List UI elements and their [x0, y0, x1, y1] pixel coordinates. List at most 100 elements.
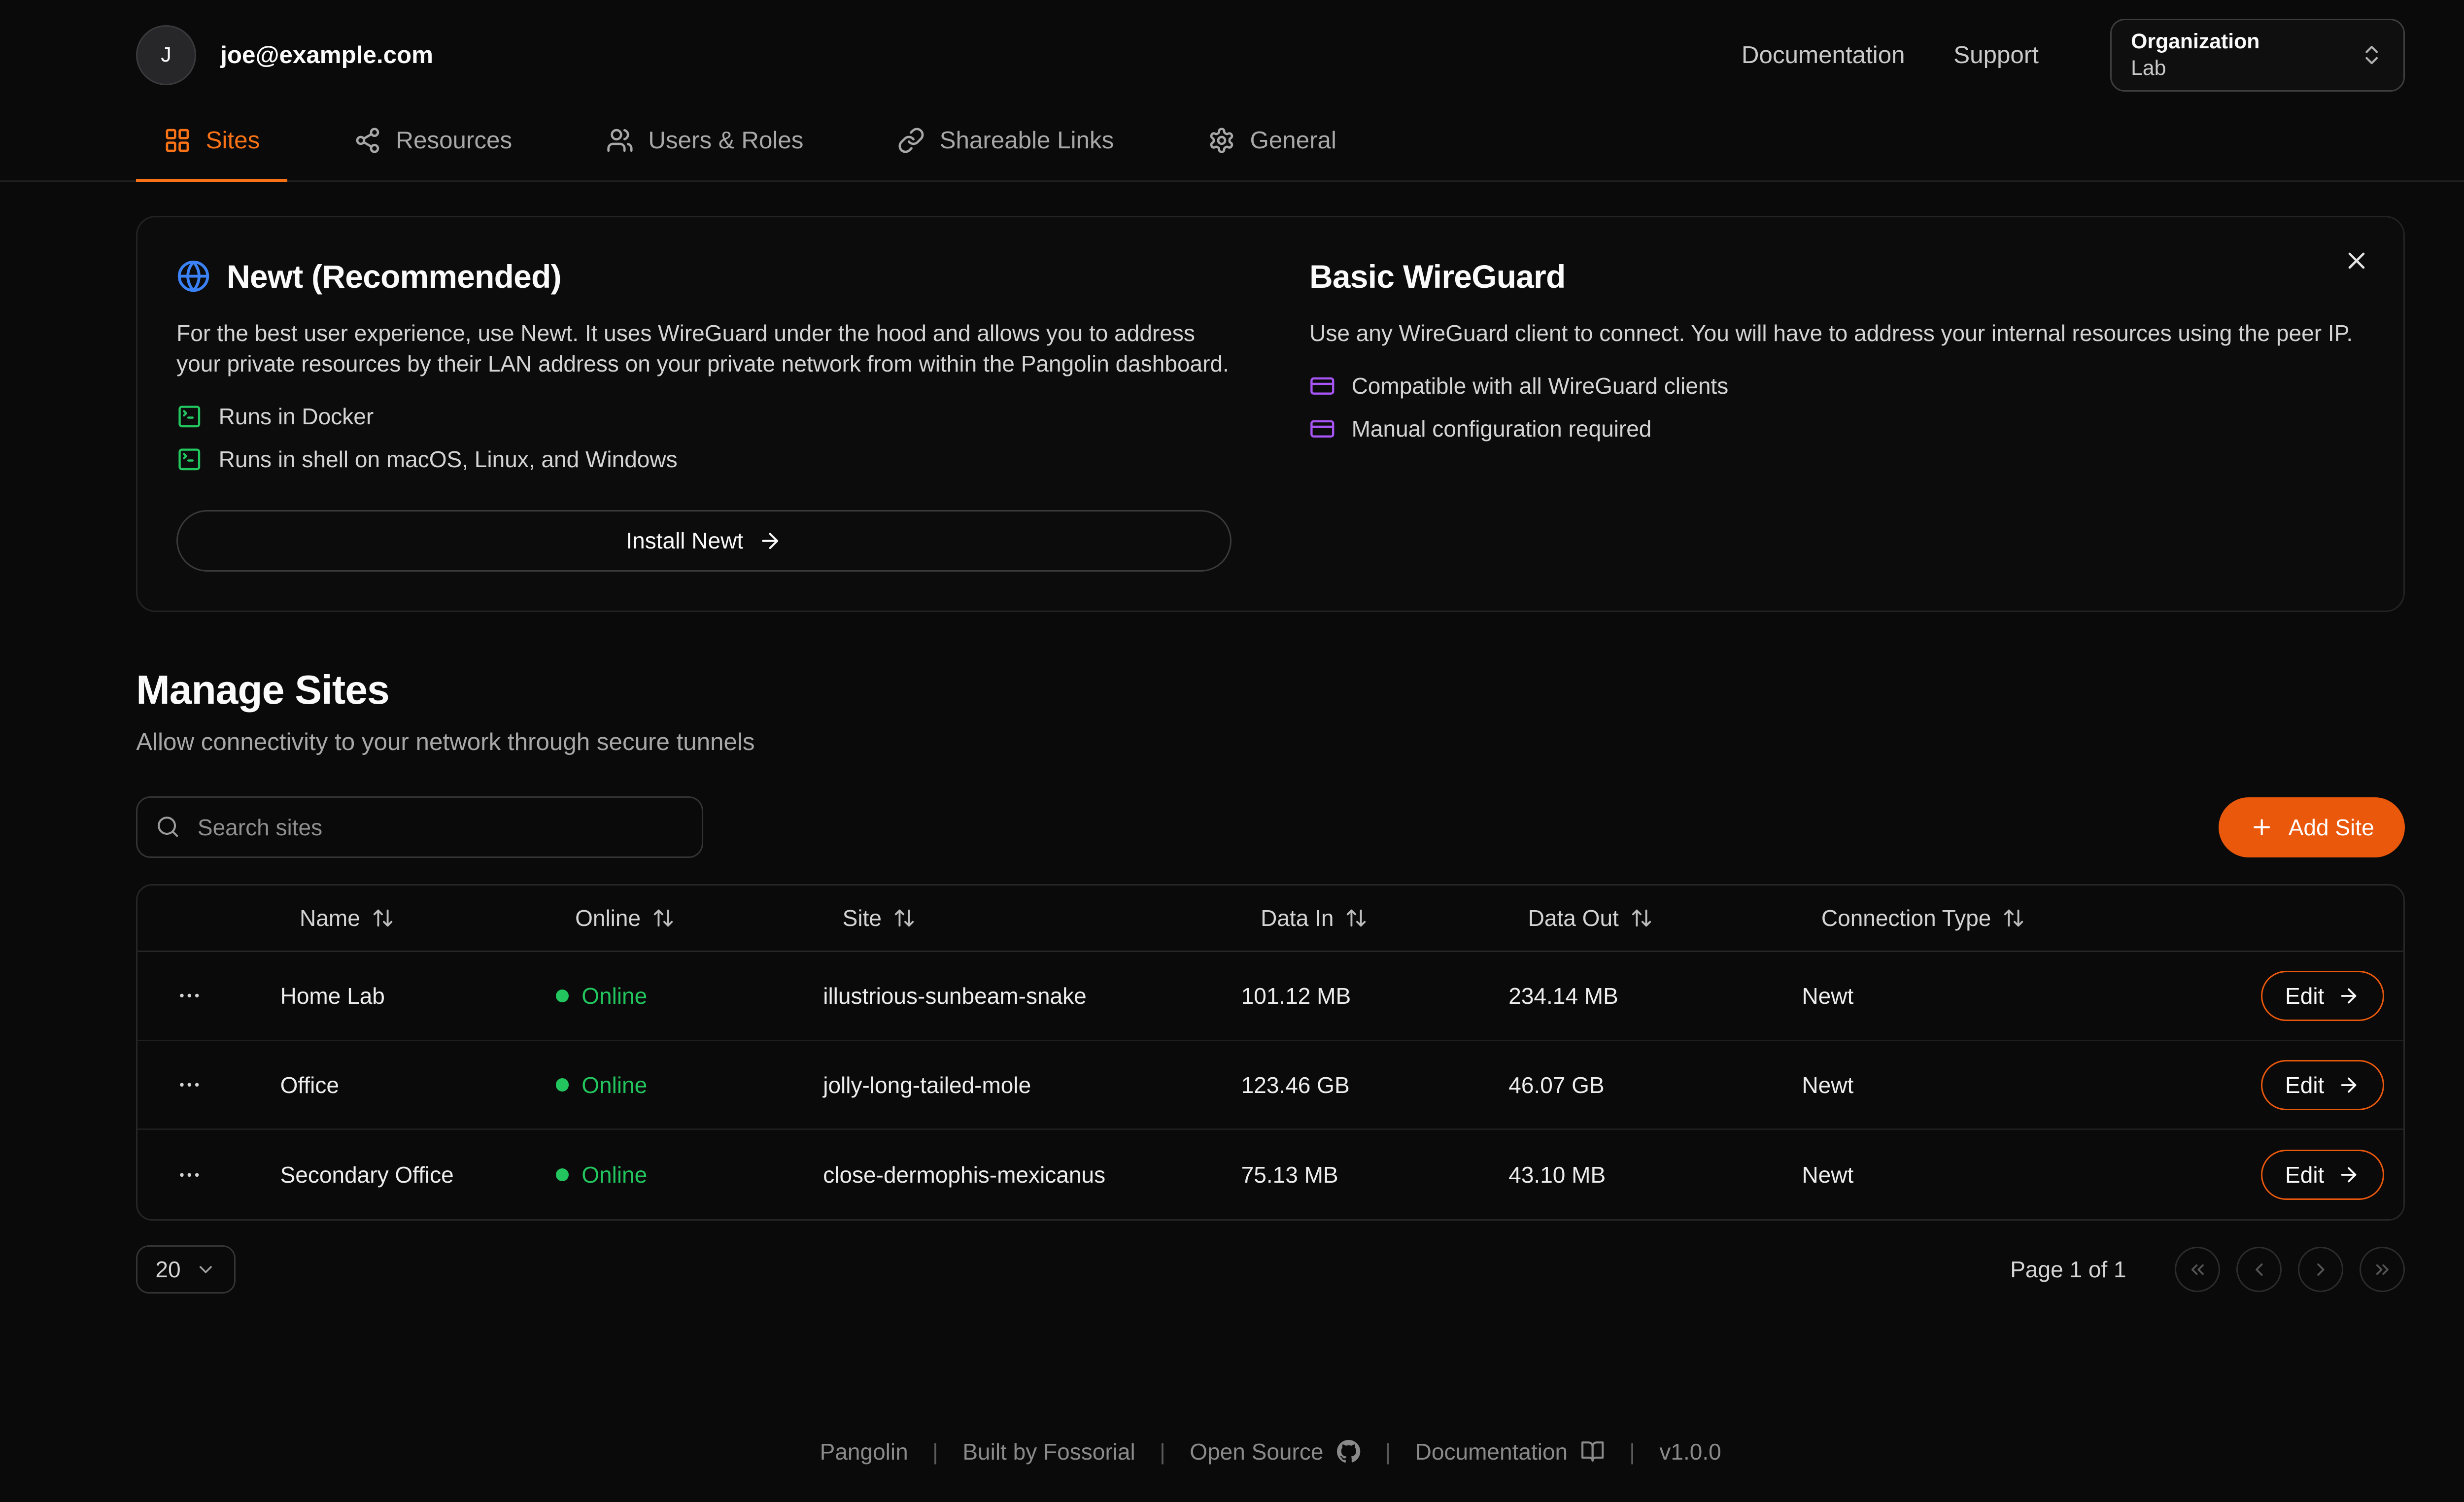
- cell-online: Online: [517, 1072, 785, 1098]
- cell-name: Home Lab: [280, 983, 385, 1009]
- column-data-out[interactable]: Data Out: [1470, 905, 1763, 931]
- column-label: Data In: [1261, 905, 1334, 931]
- footer-documentation-link[interactable]: Documentation: [1415, 1438, 1605, 1465]
- edit-button[interactable]: Edit: [2261, 1149, 2384, 1200]
- table-footer: 20 Page 1 of 1: [136, 1245, 2405, 1294]
- feature-item: Manual configuration required: [1309, 415, 2364, 442]
- top-nav: Documentation Support Organization Lab: [1741, 18, 2405, 92]
- tab-label: Resources: [396, 127, 513, 154]
- cell-actions: [137, 973, 241, 1019]
- column-site[interactable]: Site: [784, 905, 1202, 931]
- cell-name: Office: [280, 1072, 339, 1098]
- avatar[interactable]: J: [136, 25, 196, 85]
- org-selector-label: Organization: [2131, 30, 2260, 54]
- status-label: Online: [582, 1161, 648, 1188]
- ellipsis-icon: [180, 1173, 199, 1177]
- close-icon: [2348, 253, 2365, 269]
- credit-card-icon: [1310, 377, 1335, 395]
- feature-label: Runs in shell on macOS, Linux, and Windo…: [218, 446, 678, 473]
- cell-online: Online: [517, 983, 785, 1009]
- pagination: Page 1 of 1: [2010, 1246, 2405, 1292]
- plus-icon: [2254, 819, 2270, 836]
- previous-page-button[interactable]: [2236, 1246, 2282, 1292]
- main-content: Newt (Recommended) For the best user exp…: [0, 182, 2464, 1294]
- install-newt-label: Install Newt: [626, 528, 744, 554]
- chevron-left-icon: [2256, 1263, 2263, 1276]
- table-header-row: Name Online Site Data In Data Out: [137, 886, 2404, 952]
- search-input[interactable]: [136, 796, 704, 858]
- column-data-in[interactable]: Data In: [1202, 905, 1470, 931]
- cell-site: jolly-long-tailed-mole: [823, 1072, 1031, 1098]
- status-badge: Online: [555, 1161, 785, 1188]
- feature-item: Compatible with all WireGuard clients: [1309, 373, 2364, 399]
- footer-brand: Pangolin: [820, 1438, 908, 1465]
- table-row: Home Lab Online illustrious-sunbeam-snak…: [137, 952, 2404, 1041]
- first-page-button[interactable]: [2175, 1246, 2221, 1292]
- tab-shareable-links[interactable]: Shareable Links: [870, 110, 1141, 182]
- row-actions-button[interactable]: [167, 1062, 212, 1108]
- add-site-button[interactable]: Add Site: [2219, 797, 2405, 857]
- wireguard-features: Compatible with all WireGuard clients Ma…: [1309, 373, 2364, 442]
- close-card-button[interactable]: [2339, 243, 2374, 278]
- gear-icon: [1210, 128, 1233, 153]
- edit-button[interactable]: Edit: [2261, 1059, 2384, 1110]
- footer-separator: |: [1385, 1438, 1391, 1465]
- status-label: Online: [582, 983, 648, 1009]
- sort-icon: [373, 909, 393, 927]
- install-newt-button[interactable]: Install Newt: [176, 510, 1232, 572]
- table-row: Secondary Office Online close-dermophis-…: [137, 1130, 2403, 1219]
- column-online[interactable]: Online: [517, 905, 785, 931]
- globe-icon: [178, 261, 209, 292]
- add-site-label: Add Site: [2288, 814, 2374, 840]
- support-link[interactable]: Support: [1953, 41, 2039, 69]
- next-page-button[interactable]: [2298, 1246, 2344, 1292]
- column-name[interactable]: Name: [241, 905, 517, 931]
- tab-label: General: [1250, 127, 1336, 154]
- column-label: Connection Type: [1821, 905, 1991, 931]
- link-icon: [898, 128, 924, 153]
- tab-users-roles[interactable]: Users & Roles: [579, 110, 831, 182]
- sites-toolbar: Add Site: [136, 796, 2405, 858]
- edit-label: Edit: [2285, 1072, 2325, 1098]
- cell-connection-type: Newt: [1802, 983, 1854, 1009]
- sort-icon: [1347, 909, 1366, 927]
- online-dot-icon: [555, 1168, 569, 1182]
- cell-name: Secondary Office: [280, 1161, 454, 1188]
- table-row: Office Online jolly-long-tailed-mole 123…: [137, 1041, 2404, 1130]
- terminal-square-icon: [178, 448, 201, 471]
- column-connection-type[interactable]: Connection Type: [1763, 905, 2209, 931]
- arrow-right-icon: [2341, 1077, 2356, 1092]
- cell-actions: [137, 1152, 241, 1197]
- book-open-icon: [1581, 1441, 1604, 1462]
- wireguard-title-row: Basic WireGuard: [1309, 258, 2364, 295]
- chevrons-up-down-icon: [2365, 46, 2378, 65]
- feature-label: Manual configuration required: [1351, 416, 1652, 442]
- row-actions-button[interactable]: [167, 1152, 212, 1197]
- edit-button[interactable]: Edit: [2261, 970, 2384, 1021]
- cell-actions: [137, 1062, 241, 1108]
- online-dot-icon: [555, 1078, 569, 1092]
- share-nodes-icon: [356, 128, 379, 153]
- row-actions-button[interactable]: [167, 973, 212, 1019]
- feature-label: Runs in Docker: [218, 404, 374, 430]
- chevron-down-icon: [200, 1265, 212, 1273]
- page-size-select[interactable]: 20: [136, 1245, 236, 1294]
- footer-open-source-link[interactable]: Open Source: [1190, 1438, 1361, 1465]
- column-label: Data Out: [1528, 905, 1619, 931]
- documentation-link[interactable]: Documentation: [1741, 41, 1905, 69]
- search-icon: [157, 816, 178, 837]
- tab-label: Users & Roles: [648, 127, 804, 154]
- column-label: Site: [842, 905, 882, 931]
- user-email: joe@example.com: [220, 41, 434, 69]
- tab-general[interactable]: General: [1180, 110, 1364, 182]
- cell-data-out: 43.10 MB: [1508, 1161, 1606, 1188]
- avatar-initial: J: [161, 43, 171, 67]
- online-dot-icon: [555, 989, 569, 1002]
- org-selector[interactable]: Organization Lab: [2110, 18, 2405, 92]
- grid-icon: [166, 129, 189, 152]
- tab-sites[interactable]: Sites: [136, 110, 288, 182]
- tab-resources[interactable]: Resources: [326, 110, 540, 182]
- sites-table: Name Online Site Data In Data Out: [136, 884, 2405, 1221]
- connection-methods-card: Newt (Recommended) For the best user exp…: [136, 215, 2405, 612]
- last-page-button[interactable]: [2360, 1246, 2405, 1292]
